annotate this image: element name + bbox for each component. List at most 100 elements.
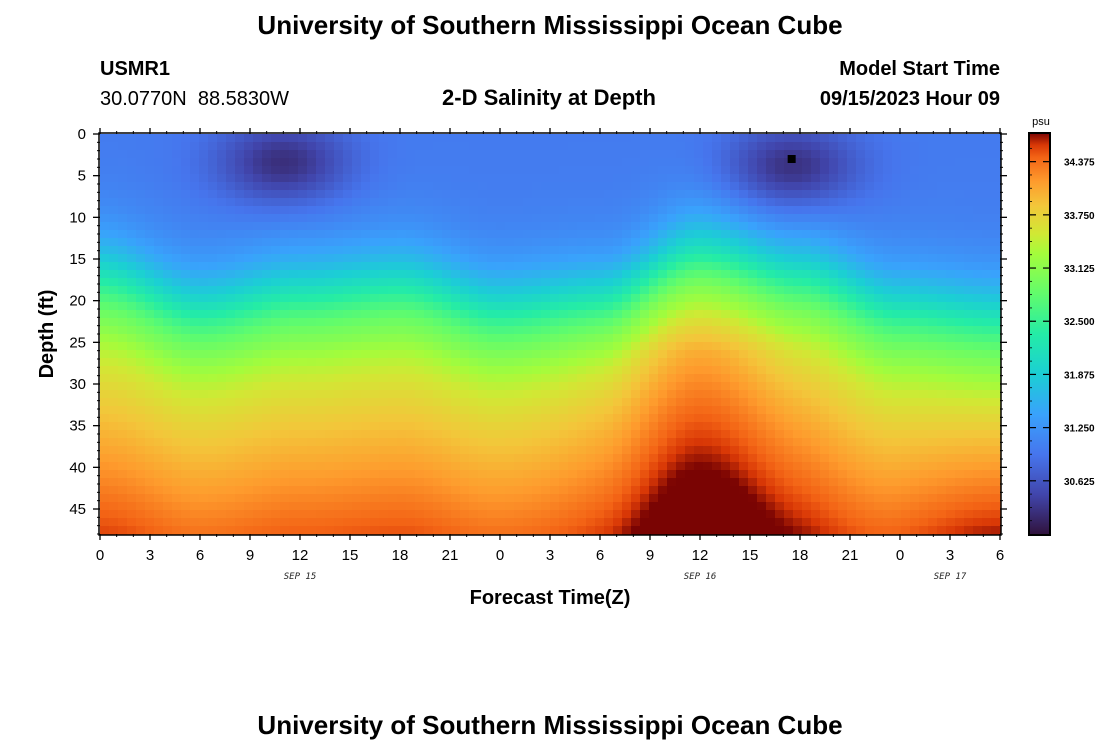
heatmap-cell [568, 190, 578, 199]
heatmap-cell [505, 198, 515, 207]
heatmap-cell [343, 278, 353, 287]
heatmap-cell [370, 526, 380, 535]
heatmap-cell [712, 286, 722, 295]
heatmap-cell [451, 270, 461, 279]
heatmap-cell [712, 246, 722, 255]
heatmap-cell [946, 270, 956, 279]
heatmap-cell [145, 478, 155, 487]
heatmap-cell [937, 262, 947, 271]
heatmap-cell [334, 358, 344, 367]
heatmap-cell [415, 134, 425, 143]
heatmap-cell [505, 246, 515, 255]
heatmap-cell [640, 190, 650, 199]
heatmap-cell [253, 190, 263, 199]
heatmap-cell [658, 246, 668, 255]
heatmap-cell [964, 286, 974, 295]
heatmap-cell [991, 310, 1001, 319]
heatmap-cell [640, 446, 650, 455]
heatmap-cell [163, 214, 173, 223]
heatmap-cell [244, 166, 254, 175]
heatmap-cell [910, 470, 920, 479]
heatmap-cell [811, 478, 821, 487]
heatmap-cell [892, 254, 902, 263]
heatmap-cell [478, 206, 488, 215]
heatmap-cell [622, 198, 632, 207]
heatmap-cell [946, 510, 956, 519]
heatmap-cell [307, 462, 317, 471]
heatmap-cell [442, 406, 452, 415]
heatmap-cell [190, 486, 200, 495]
heatmap-cell [595, 174, 605, 183]
heatmap-cell [316, 190, 326, 199]
heatmap-cell [379, 478, 389, 487]
heatmap-cell [892, 430, 902, 439]
heatmap-cell [757, 406, 767, 415]
heatmap-cell [856, 446, 866, 455]
heatmap-cell [343, 510, 353, 519]
heatmap-cell [451, 214, 461, 223]
heatmap-cell [829, 318, 839, 327]
heatmap-cell [199, 326, 209, 335]
heatmap-cell [208, 438, 218, 447]
heatmap-cell [928, 382, 938, 391]
heatmap-cell [721, 238, 731, 247]
heatmap-cell [874, 454, 884, 463]
heatmap-cell [262, 462, 272, 471]
heatmap-cell [442, 302, 452, 311]
heatmap-cell [982, 334, 992, 343]
heatmap-cell [388, 174, 398, 183]
heatmap-cell [613, 502, 623, 511]
heatmap-cell [955, 222, 965, 231]
heatmap-cell [811, 366, 821, 375]
heatmap-cell [451, 374, 461, 383]
heatmap-cell [550, 214, 560, 223]
heatmap-cell [109, 342, 119, 351]
heatmap-cell [172, 526, 182, 535]
heatmap-cell [505, 358, 515, 367]
heatmap-cell [109, 382, 119, 391]
heatmap-cell [901, 134, 911, 143]
heatmap-cell [280, 278, 290, 287]
heatmap-cell [604, 494, 614, 503]
heatmap-cell [982, 326, 992, 335]
heatmap-cell [667, 374, 677, 383]
heatmap-cell [622, 214, 632, 223]
heatmap-cell [793, 326, 803, 335]
heatmap-cell [883, 158, 893, 167]
heatmap-cell [811, 294, 821, 303]
heatmap-cell [838, 142, 848, 151]
heatmap-cell [145, 342, 155, 351]
heatmap-cell [496, 294, 506, 303]
heatmap-cell [163, 294, 173, 303]
heatmap-cell [199, 518, 209, 527]
heatmap-cell [109, 302, 119, 311]
heatmap-cell [784, 462, 794, 471]
heatmap-cell [667, 382, 677, 391]
heatmap-cell [361, 478, 371, 487]
heatmap-cell [964, 494, 974, 503]
heatmap-cell [892, 526, 902, 535]
heatmap-cell [343, 422, 353, 431]
heatmap-cell [118, 238, 128, 247]
heatmap-cell [865, 142, 875, 151]
heatmap-cell [991, 382, 1001, 391]
heatmap-cell [478, 350, 488, 359]
heatmap-cell [226, 462, 236, 471]
heatmap-cell [568, 358, 578, 367]
heatmap-cell [424, 230, 434, 239]
heatmap-cell [271, 358, 281, 367]
heatmap-cell [847, 350, 857, 359]
heatmap-cell [469, 182, 479, 191]
heatmap-cell [820, 422, 830, 431]
heatmap-cell [829, 406, 839, 415]
heatmap-cell [577, 254, 587, 263]
heatmap-cell [406, 206, 416, 215]
heatmap-cell [127, 142, 137, 151]
heatmap-cell [325, 302, 335, 311]
heatmap-cell [838, 198, 848, 207]
heatmap-cell [568, 230, 578, 239]
heatmap-cell [424, 470, 434, 479]
heatmap-cell [739, 230, 749, 239]
heatmap-cell [739, 254, 749, 263]
heatmap-cell [505, 270, 515, 279]
